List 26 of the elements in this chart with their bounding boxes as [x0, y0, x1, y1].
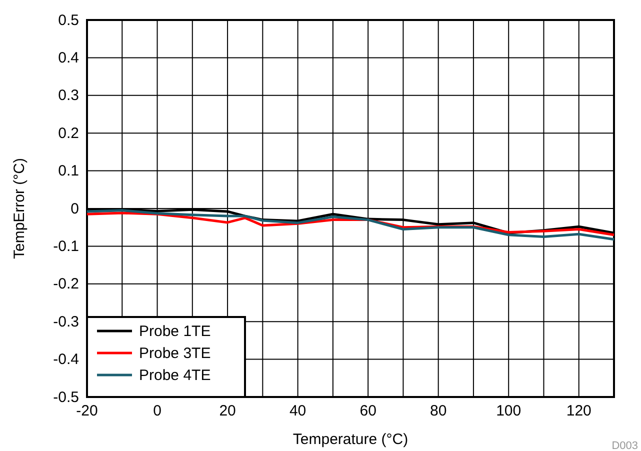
y-tick-label: 0.5 [58, 12, 79, 29]
y-tick-label: -0.4 [53, 351, 79, 368]
legend-label: Probe 4TE [139, 367, 211, 384]
x-tick-label: 120 [566, 402, 592, 420]
y-tick-label: 0.3 [58, 87, 79, 104]
x-tick-label: 40 [289, 402, 306, 420]
y-tick-label: 0 [70, 200, 79, 218]
y-tick-label: 0.1 [58, 162, 79, 180]
text: D003 [612, 440, 638, 451]
y-tick-label: 0.4 [58, 50, 79, 66]
x-tick-label: 60 [360, 402, 376, 420]
y-axis-title: TempError (°C) [11, 158, 28, 260]
x-tick-label: 80 [430, 402, 447, 420]
x-tick-label: 0 [153, 402, 162, 420]
y-tick-label: -0.1 [53, 238, 79, 255]
x-tick-label: 20 [219, 402, 236, 420]
y-tick-label: -0.3 [53, 313, 79, 330]
y-tick-label: -0.5 [53, 388, 79, 406]
y-tick-label: -0.2 [53, 276, 79, 293]
legend-label: Probe 3TE [139, 345, 211, 362]
y-tick-label: 0.2 [58, 124, 79, 142]
line-series [86, 209, 616, 241]
x-tick-label: -20 [76, 402, 98, 420]
x-tick-label: 100 [496, 402, 522, 420]
legend-label: Probe 1TE [139, 323, 211, 340]
x-axis-title: Temperature (°C) [292, 431, 408, 448]
